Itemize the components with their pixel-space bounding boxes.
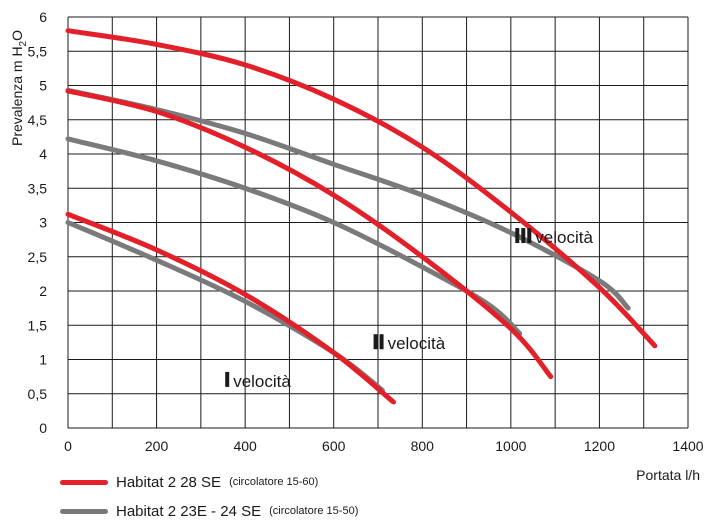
x-tick-label: 0 <box>64 438 72 454</box>
y-tick-label: 0 <box>39 420 47 436</box>
x-tick-label: 1200 <box>584 438 615 454</box>
roman-numeral-bar <box>521 228 526 244</box>
y-axis-label-end: O <box>9 30 25 41</box>
legend-label: Habitat 2 28 SE <box>116 473 222 491</box>
y-tick-label: 0,5 <box>28 386 48 402</box>
speed-label-text: velocità <box>388 334 446 353</box>
legend-item-gray: Habitat 2 23E - 24 SE (circolatore 15-50… <box>60 501 358 521</box>
y-axis-label: Prevalenza m H2O <box>9 30 29 146</box>
y-tick-label: 2 <box>39 283 47 299</box>
x-tick-label: 800 <box>411 438 435 454</box>
series-line-gray-speed-I <box>65 220 385 393</box>
series-line-red-speed-II <box>65 88 554 380</box>
series-layer <box>65 28 658 405</box>
x-tick-label: 1000 <box>495 438 526 454</box>
roman-numeral-bar <box>225 371 230 387</box>
y-tick-label: 5 <box>39 78 47 94</box>
y-tick-label: 1 <box>39 352 47 368</box>
y-axis-label-subscript: 2 <box>18 40 29 46</box>
series-line-gray-speed-II <box>65 136 523 336</box>
x-tick-label: 400 <box>233 438 257 454</box>
series-line-red-speed-I <box>65 211 396 405</box>
y-tick-label: 6 <box>39 9 47 25</box>
speed-label-III: velocità <box>515 228 593 247</box>
legend-swatch-gray <box>60 508 108 514</box>
legend-item-red: Habitat 2 28 SE (circolatore 15-60) <box>60 472 318 492</box>
y-tick-label: 5,5 <box>28 43 48 59</box>
legend-label: Habitat 2 23E - 24 SE <box>116 502 262 520</box>
series-line-red-speed-III <box>65 28 658 349</box>
legend-note: (circolatore 15-50) <box>269 505 359 517</box>
tick-labels: 0 200 400 600 800 1000 1200 1400 0 0,5 1 1,5 2 2,5 3 3,… <box>28 9 704 454</box>
y-tick-label: 3,5 <box>28 180 48 196</box>
y-tick-label: 2,5 <box>28 249 48 265</box>
y-tick-label: 4 <box>39 146 47 162</box>
roman-numeral-bar <box>379 334 384 350</box>
speed-label-text: velocità <box>535 228 593 247</box>
y-axis-label-main: Prevalenza m H <box>9 46 25 146</box>
y-tick-label: 1,5 <box>28 317 48 333</box>
y-tick-label: 3 <box>39 215 47 231</box>
speed-annotations: velocità velocità velocità <box>225 228 593 391</box>
series-line-gray-speed-III <box>65 87 631 311</box>
speed-label-II: velocità <box>373 334 446 353</box>
x-axis-label: Portata l/h <box>636 467 700 483</box>
x-tick-label: 600 <box>322 438 346 454</box>
legend-note: (circolatore 15-60) <box>229 476 319 488</box>
x-tick-label: 200 <box>145 438 169 454</box>
legend-swatch-red <box>60 479 108 485</box>
x-tick-label: 1400 <box>672 438 703 454</box>
roman-numeral-bar <box>527 228 532 244</box>
roman-numeral-bar <box>515 228 520 244</box>
y-tick-label: 4,5 <box>28 112 48 128</box>
speed-label-text: velocità <box>233 372 291 391</box>
roman-numeral-bar <box>373 334 378 350</box>
speed-label-I: velocità <box>225 371 291 391</box>
